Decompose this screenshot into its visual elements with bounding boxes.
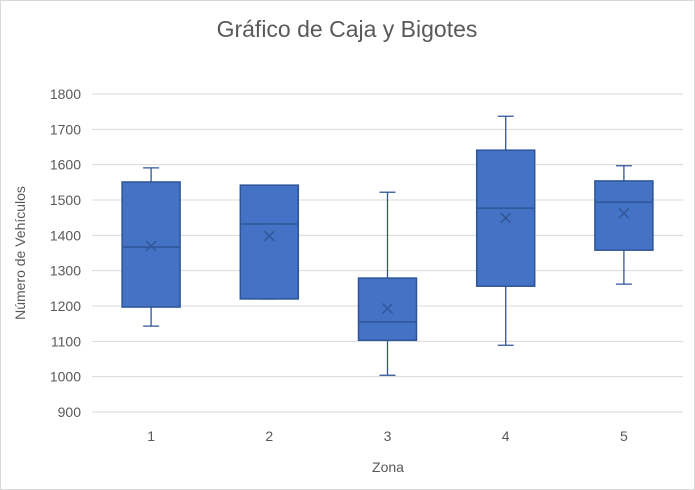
box-group-2 [239, 184, 300, 300]
y-axis-ticks: 900 1000 1100 1200 1300 1400 1500 1600 1700 1800 [50, 86, 81, 420]
box-2 [239, 184, 300, 300]
mean-marker-stroke-b-2 [263, 230, 275, 242]
y-tick-label-1300: 1300 [50, 263, 81, 279]
y-tick-label-1400: 1400 [50, 227, 81, 243]
x-tick-label-4: 4 [502, 428, 510, 444]
box-group-1 [121, 167, 181, 327]
y-axis-label: Número de Vehículos [12, 186, 28, 320]
mean-marker-3 [382, 302, 393, 314]
x-axis-ticks: 1 2 3 4 5 [147, 428, 628, 444]
gridlines [92, 93, 683, 413]
x-tick-label-3: 3 [384, 428, 392, 444]
chart-title: Gráfico de Caja y Bigotes [217, 16, 478, 42]
box-group-5 [594, 165, 654, 285]
box-1 [121, 181, 181, 308]
x-tick-label-2: 2 [265, 428, 273, 444]
mean-marker-stroke-b-3 [382, 302, 393, 314]
y-tick-label-1100: 1100 [51, 333, 81, 349]
mean-marker-2 [263, 230, 275, 242]
box-3 [357, 277, 418, 342]
x-tick-label-1: 1 [147, 428, 155, 444]
y-tick-label-1700: 1700 [50, 121, 81, 137]
x-axis-label: Zona [372, 459, 404, 475]
box-5 [594, 180, 654, 251]
mean-marker-stroke-b-4 [500, 212, 512, 224]
y-tick-label-1600: 1600 [50, 157, 81, 173]
y-tick-label-1200: 1200 [50, 298, 81, 314]
y-tick-label-1800: 1800 [50, 86, 81, 102]
mean-marker-1 [145, 240, 157, 252]
y-tick-label-1000: 1000 [50, 369, 81, 385]
mean-marker-4 [500, 212, 512, 224]
y-tick-label-1500: 1500 [50, 192, 81, 208]
mean-marker-stroke-b-5 [618, 207, 630, 219]
mean-marker-stroke-b-1 [145, 240, 157, 252]
box-group-3 [357, 191, 418, 376]
box-group-4 [475, 115, 536, 346]
mean-marker-5 [618, 207, 630, 219]
y-tick-label-900: 900 [58, 404, 82, 420]
x-tick-label-5: 5 [620, 428, 628, 444]
boxes [121, 115, 654, 376]
